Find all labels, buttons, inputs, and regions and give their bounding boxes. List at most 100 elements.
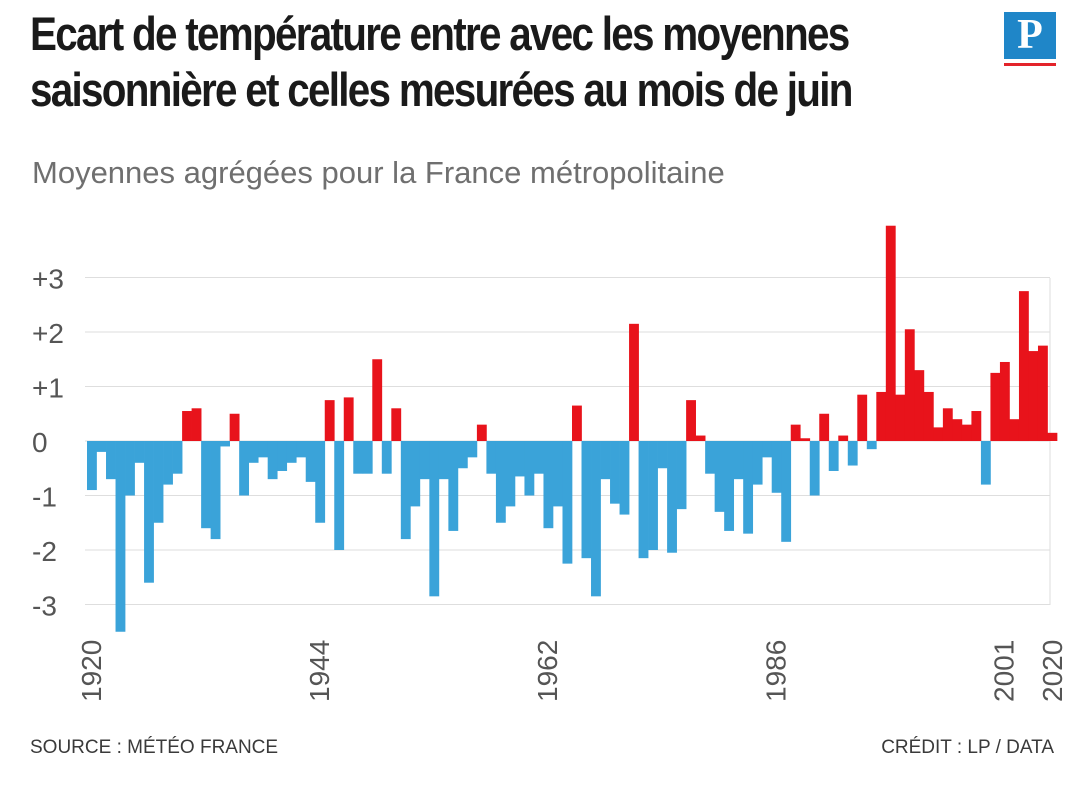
x-tick-label: 1944 (304, 640, 335, 702)
bar (286, 441, 297, 463)
y-tick-label: +3 (32, 264, 64, 295)
bar (552, 441, 563, 507)
bar (809, 441, 820, 496)
bar (410, 441, 421, 507)
bar (999, 361, 1010, 441)
bar (229, 413, 240, 441)
bar (733, 441, 744, 480)
bar (134, 441, 145, 463)
bar (125, 441, 135, 496)
bar (800, 438, 811, 441)
bar (686, 400, 696, 442)
bar (572, 405, 582, 441)
bar (96, 441, 107, 452)
y-tick-label: -1 (32, 482, 57, 513)
chart-title: Ecart de température entre avec les moye… (30, 7, 853, 116)
bar (904, 329, 915, 441)
bar (429, 441, 440, 597)
bar (343, 397, 354, 441)
bar (495, 441, 506, 523)
bar (1037, 345, 1048, 442)
bar (581, 441, 592, 559)
bar (438, 441, 449, 480)
bar (153, 441, 164, 523)
bar (923, 391, 934, 441)
bar (648, 441, 658, 550)
bar (267, 441, 278, 480)
bar (1047, 432, 1058, 441)
x-tick-label: 1986 (761, 640, 792, 702)
bar (724, 441, 735, 531)
bar (476, 424, 487, 441)
bar (201, 441, 211, 529)
bar (305, 441, 316, 482)
bar (600, 441, 611, 480)
bar (258, 441, 269, 458)
bar (505, 441, 516, 507)
bar (1028, 351, 1039, 441)
bar (334, 441, 345, 550)
bar (657, 441, 668, 469)
bar (876, 391, 887, 441)
bar (961, 424, 972, 441)
bar (866, 441, 877, 450)
bar (676, 441, 687, 510)
bar (705, 441, 715, 474)
bar (362, 441, 373, 474)
bar (895, 394, 906, 441)
bar (914, 370, 925, 441)
bar (885, 225, 896, 441)
bar (514, 441, 525, 477)
bar (220, 441, 230, 447)
bar (457, 441, 468, 469)
bar (629, 323, 639, 441)
bar (115, 441, 126, 632)
bar (391, 408, 402, 441)
bar (695, 435, 706, 441)
x-tick-label: 1920 (76, 640, 107, 702)
bar (771, 441, 782, 493)
bar (533, 441, 544, 474)
bar (743, 441, 754, 534)
y-tick-label: +2 (32, 318, 64, 349)
bar (172, 441, 183, 474)
bar (144, 441, 154, 583)
y-tick-label: 0 (32, 427, 48, 458)
bar (980, 441, 991, 485)
bar (942, 408, 953, 441)
y-tick-label: -3 (32, 591, 57, 622)
bar (714, 441, 725, 512)
bar (1018, 291, 1029, 442)
bar (1009, 419, 1020, 441)
bar (819, 413, 830, 441)
bar (372, 359, 383, 441)
logo-underline (1004, 63, 1056, 66)
x-tick-label: 2001 (989, 640, 1020, 702)
y-tick-label: -2 (32, 536, 57, 567)
bar (591, 441, 601, 597)
bar (467, 441, 478, 458)
x-tick-label: 2020 (1037, 640, 1068, 702)
bar (400, 441, 411, 540)
bar (971, 411, 982, 441)
bar (353, 441, 364, 474)
bar (952, 419, 963, 441)
bar (524, 441, 535, 496)
bar (448, 441, 459, 531)
source-note: SOURCE : MÉTÉO FRANCE (30, 737, 279, 758)
bar (277, 441, 288, 471)
bar (543, 441, 554, 529)
bar (315, 441, 326, 523)
bar (838, 435, 849, 441)
bar (828, 441, 839, 471)
bar (324, 400, 335, 442)
bar (933, 427, 944, 442)
bar (87, 441, 97, 491)
bar (638, 441, 649, 559)
credit-note: CRÉDIT : LP / DATA (881, 737, 1054, 758)
bar (857, 394, 868, 441)
bar (381, 441, 392, 474)
bar (106, 441, 116, 480)
bar (239, 441, 250, 496)
